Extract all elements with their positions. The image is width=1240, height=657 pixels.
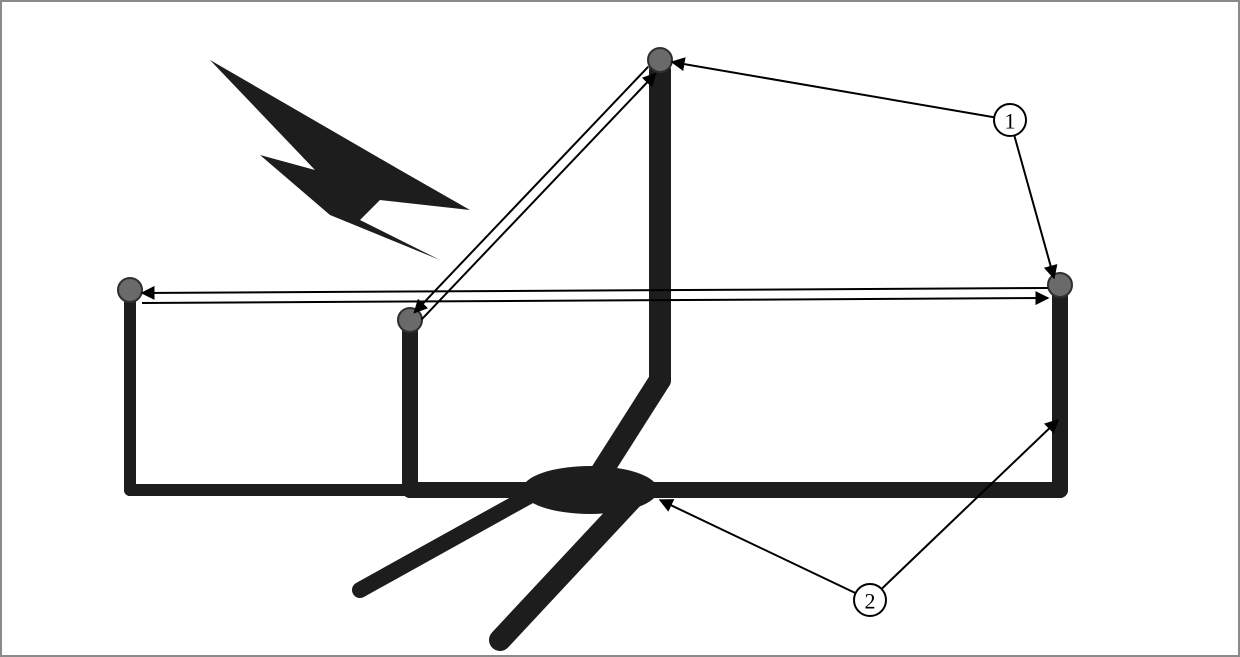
node-dot-TL bbox=[118, 278, 142, 302]
dim-arrow-1-rev bbox=[414, 67, 648, 313]
rod-DIAG_out1 bbox=[360, 490, 540, 590]
node-dot-ML bbox=[398, 308, 422, 332]
node-dot-TOP bbox=[648, 48, 672, 72]
rods-group bbox=[130, 70, 1060, 640]
callout-1-text: 1 bbox=[1005, 109, 1016, 134]
dim-arrow-0-fwd bbox=[142, 298, 1048, 303]
callout-1-line-1 bbox=[1010, 120, 1054, 278]
big-arrow-shape bbox=[210, 60, 470, 260]
dim-arrow-0-rev bbox=[142, 288, 1048, 293]
callout-2-line-0 bbox=[660, 500, 870, 600]
callout-2-text: 2 bbox=[865, 589, 876, 614]
callout-1-line-0 bbox=[672, 62, 1010, 120]
diagram-canvas: 12 bbox=[0, 0, 1240, 657]
dim-arrow-1-fwd bbox=[422, 73, 656, 319]
callout-labels: 12 bbox=[660, 62, 1058, 616]
callout-2-line-1 bbox=[870, 420, 1058, 600]
big-arrow-icon bbox=[210, 60, 470, 260]
hub-ellipse bbox=[522, 466, 658, 514]
hub-node bbox=[522, 466, 658, 514]
node-dot-TR bbox=[1048, 273, 1072, 297]
